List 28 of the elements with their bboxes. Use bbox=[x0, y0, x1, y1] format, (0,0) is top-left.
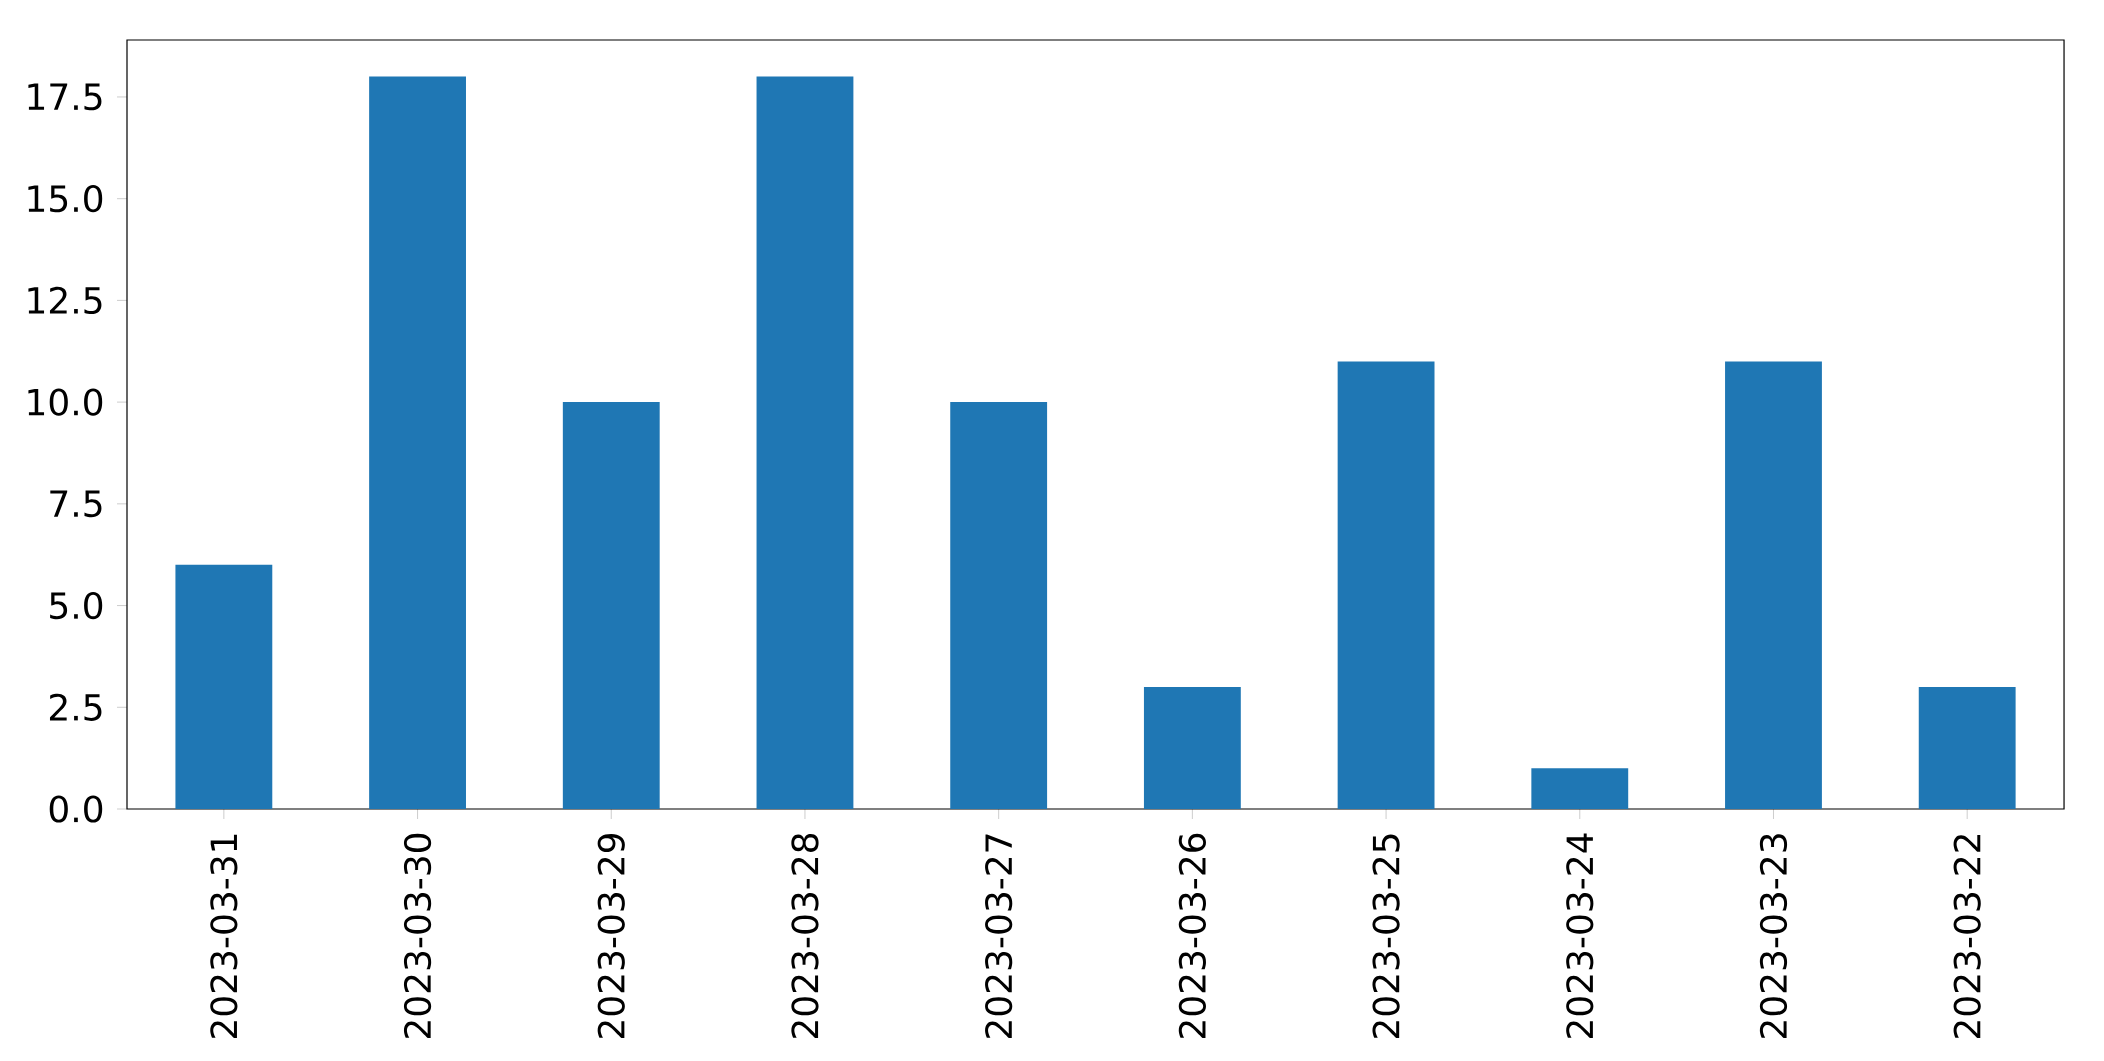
x-tick-label: 2023-03-22 bbox=[1953, 835, 1981, 1038]
x-tick-label: 2023-03-31 bbox=[210, 834, 238, 1038]
y-tick-label: 15.0 bbox=[28, 185, 103, 213]
x-tick-label: 2023-03-28 bbox=[791, 833, 819, 1038]
x-tick-label: 2023-03-23 bbox=[1759, 834, 1788, 1038]
y-tick-label: 7.5 bbox=[50, 490, 102, 518]
y-tick-label: 17.5 bbox=[28, 83, 102, 111]
bar bbox=[1725, 361, 1822, 809]
bar bbox=[1143, 686, 1241, 809]
bar bbox=[562, 402, 660, 809]
bar bbox=[756, 76, 854, 809]
x-tick-label: 2023-03-29 bbox=[597, 833, 625, 1038]
bar bbox=[1337, 361, 1435, 809]
bar bbox=[950, 402, 1048, 809]
x-tick-label: 2023-03-30 bbox=[403, 833, 432, 1038]
y-tick-label: 10.0 bbox=[28, 388, 103, 416]
bar bbox=[1918, 686, 2016, 809]
y-tick-label: 2.5 bbox=[49, 693, 102, 721]
x-tick-label: 2023-03-25 bbox=[1372, 834, 1400, 1038]
bar bbox=[369, 76, 466, 809]
y-tick-label: 5.0 bbox=[50, 591, 103, 620]
bar bbox=[175, 564, 273, 809]
y-tick-label: 0.0 bbox=[49, 795, 103, 823]
x-tick-label: 2023-03-26 bbox=[1178, 833, 1206, 1038]
x-tick-label: 2023-03-24 bbox=[1566, 833, 1594, 1038]
x-tick-label: 2023-03-27 bbox=[985, 834, 1013, 1038]
y-tick-label: 12.5 bbox=[28, 286, 102, 314]
bar bbox=[1531, 768, 1629, 809]
